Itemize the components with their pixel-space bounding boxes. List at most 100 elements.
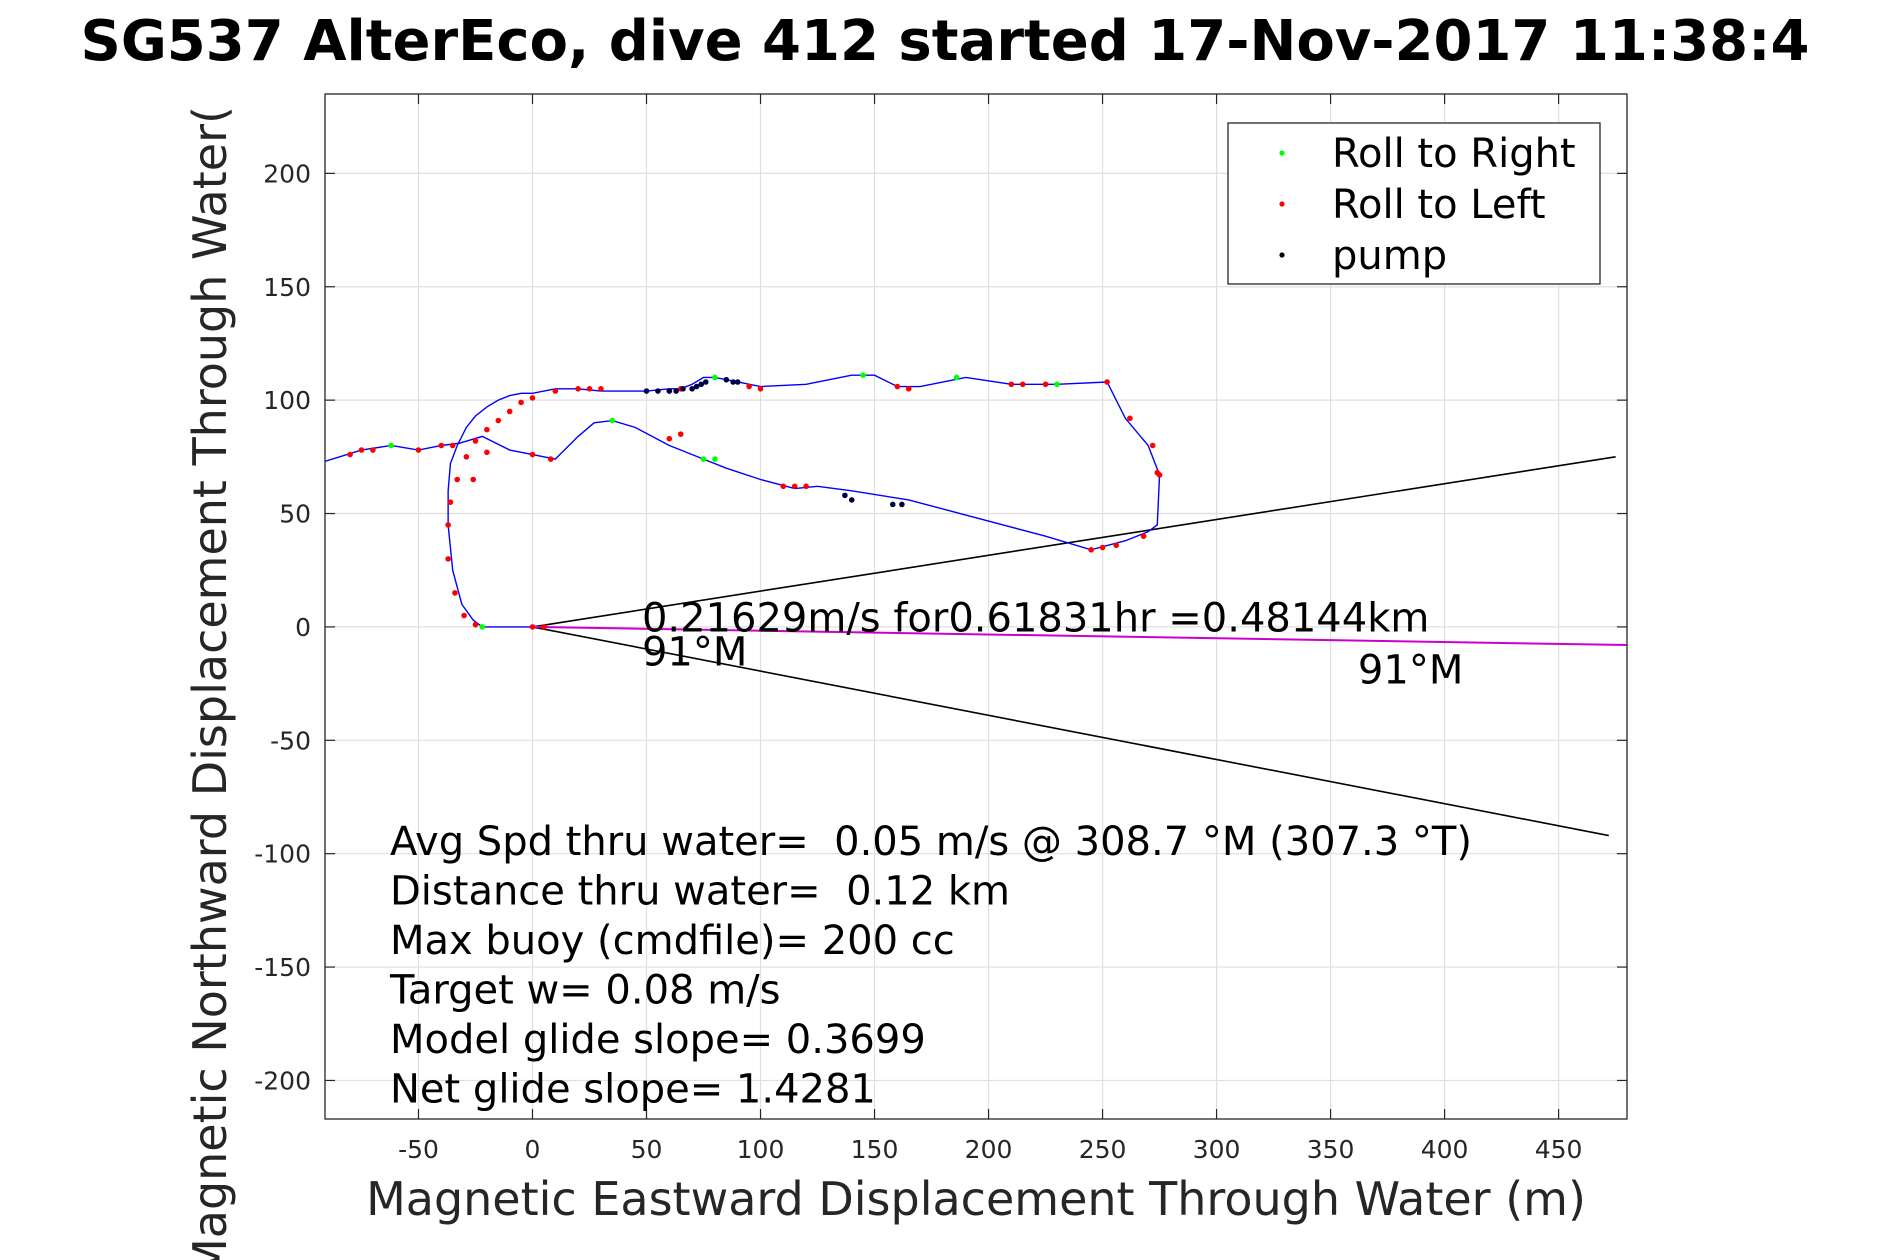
pump-point [673, 388, 679, 394]
stats-line: Model glide slope= 0.3699 [390, 1017, 926, 1063]
pump-point [666, 388, 673, 394]
legend-label: Roll to Right [1332, 131, 1576, 177]
roll-left-point [1104, 379, 1110, 385]
roll-right-point [1054, 381, 1060, 388]
annotation-label: 91°M [642, 629, 747, 675]
pump-point [655, 388, 661, 394]
roll-left-point [1042, 381, 1049, 388]
roll-left-point [484, 449, 490, 456]
x-tick-label: 100 [737, 1135, 785, 1164]
roll-left-point [484, 426, 490, 433]
y-tick-label: 150 [263, 273, 311, 302]
roll-left-point [470, 476, 477, 483]
roll-left-point [780, 483, 787, 490]
pump-point [689, 386, 695, 392]
y-tick-labels: -200 -150 -100 -50 0 50 100 150 200 [254, 159, 311, 1095]
stats-text: Avg Spd thru water= 0.05 m/s @ 308.7 °M … [389, 819, 1472, 1113]
legend-marker [1279, 201, 1285, 207]
roll-left-point [461, 612, 467, 619]
roll-left-point [449, 442, 456, 449]
pump-point [723, 376, 730, 383]
x-tick-label: 200 [965, 1135, 1013, 1164]
y-tick-label: -100 [254, 840, 311, 869]
x-tick-label: 450 [1535, 1135, 1583, 1164]
chart-title: SG537 AlterEco, dive 412 started 17-Nov-… [81, 9, 1810, 74]
stats-line: Target w= 0.08 m/s [389, 968, 780, 1014]
roll-left-point [598, 386, 604, 392]
roll-left-point [454, 476, 461, 483]
roll-left-point [529, 395, 536, 401]
roll-right-point [712, 374, 718, 381]
x-tick-label: 350 [1307, 1135, 1355, 1164]
roll-left-point [472, 621, 479, 628]
roll-left-point [1008, 381, 1015, 388]
pump-point [680, 386, 686, 392]
roll-left-point [1099, 544, 1106, 551]
pump-point [848, 497, 855, 503]
y-axis-label: Magnetic Northward Displacement Through … [183, 106, 237, 1260]
legend-marker [1279, 252, 1285, 258]
y-tick-label: 200 [263, 159, 311, 188]
legend-box [1227, 122, 1601, 285]
roll-left-point [438, 442, 445, 449]
roll-left-point [1127, 415, 1133, 422]
roll-left-point [1088, 547, 1094, 553]
pump-point [734, 379, 741, 385]
roll-left-point [472, 438, 479, 444]
annotation-label: 0.21629m/s for0.61831hr =0.48144km [642, 595, 1429, 641]
y-tick-label: -150 [254, 953, 311, 982]
legend-marker [1279, 150, 1285, 156]
stats-line: Max buoy (cmdfile)= 200 cc [390, 918, 955, 964]
pump-point [730, 379, 736, 385]
roll-right-point [953, 374, 960, 381]
x-tick-label: -50 [398, 1135, 439, 1164]
stats-line: Distance thru water= 0.12 km [390, 869, 1010, 915]
roll-left-point [803, 483, 809, 490]
roll-left-point [452, 590, 458, 596]
stats-line: Net glide slope= 1.4281 [390, 1067, 876, 1113]
roll-left-point [463, 454, 470, 460]
plot-frame [324, 93, 1628, 1120]
roll-left-point [541, 624, 547, 630]
roll-left-point [415, 447, 422, 453]
annotation-label: 91°M [1358, 648, 1463, 694]
roll-left-point [529, 624, 536, 630]
roll-left-point [1154, 469, 1161, 476]
roll-left-point [445, 522, 451, 528]
legend: Roll to Right Roll to Left pump [1227, 122, 1601, 285]
y-tick-label: -200 [254, 1066, 311, 1095]
roll-left-point [791, 483, 798, 490]
roll-left-point [347, 451, 353, 458]
heading-line [532, 625, 1627, 647]
roll-left-point [552, 388, 559, 394]
stats-line: Avg Spd thru water= 0.05 m/s @ 308.7 °M … [390, 819, 1472, 865]
roll-left-point [575, 386, 581, 392]
x-tick-labels: -50 0 50 100 150 200 250 300 350 400 450 [398, 1135, 1582, 1164]
x-tick-label: 300 [1193, 1135, 1241, 1164]
roll-left-point [1140, 533, 1147, 540]
roll-left-point [666, 435, 673, 442]
y-tick-label: 50 [279, 500, 311, 529]
plot-content [325, 372, 1627, 837]
pump-point [702, 379, 709, 385]
x-tick-label: 0 [525, 1135, 541, 1164]
pump-point [842, 492, 848, 499]
pump-point [643, 388, 650, 394]
pump-point [693, 383, 700, 390]
roll-left-point [547, 456, 554, 462]
y-tick-label: -50 [270, 726, 311, 755]
roll-right-point [388, 442, 394, 449]
x-tick-label: 50 [631, 1135, 663, 1164]
roll-left-point [358, 447, 365, 453]
pump-point [899, 501, 905, 508]
x-tick-label: 250 [1079, 1135, 1127, 1164]
roll-left-point [445, 556, 451, 562]
roll-left-point [1149, 442, 1156, 449]
roll-right-point [700, 456, 707, 462]
y-tick-label: 100 [263, 386, 311, 415]
x-axis-label: Magnetic Eastward Displacement Through W… [366, 1172, 1586, 1226]
y-tick-label: 0 [295, 613, 311, 642]
roll-left-point [586, 386, 593, 392]
